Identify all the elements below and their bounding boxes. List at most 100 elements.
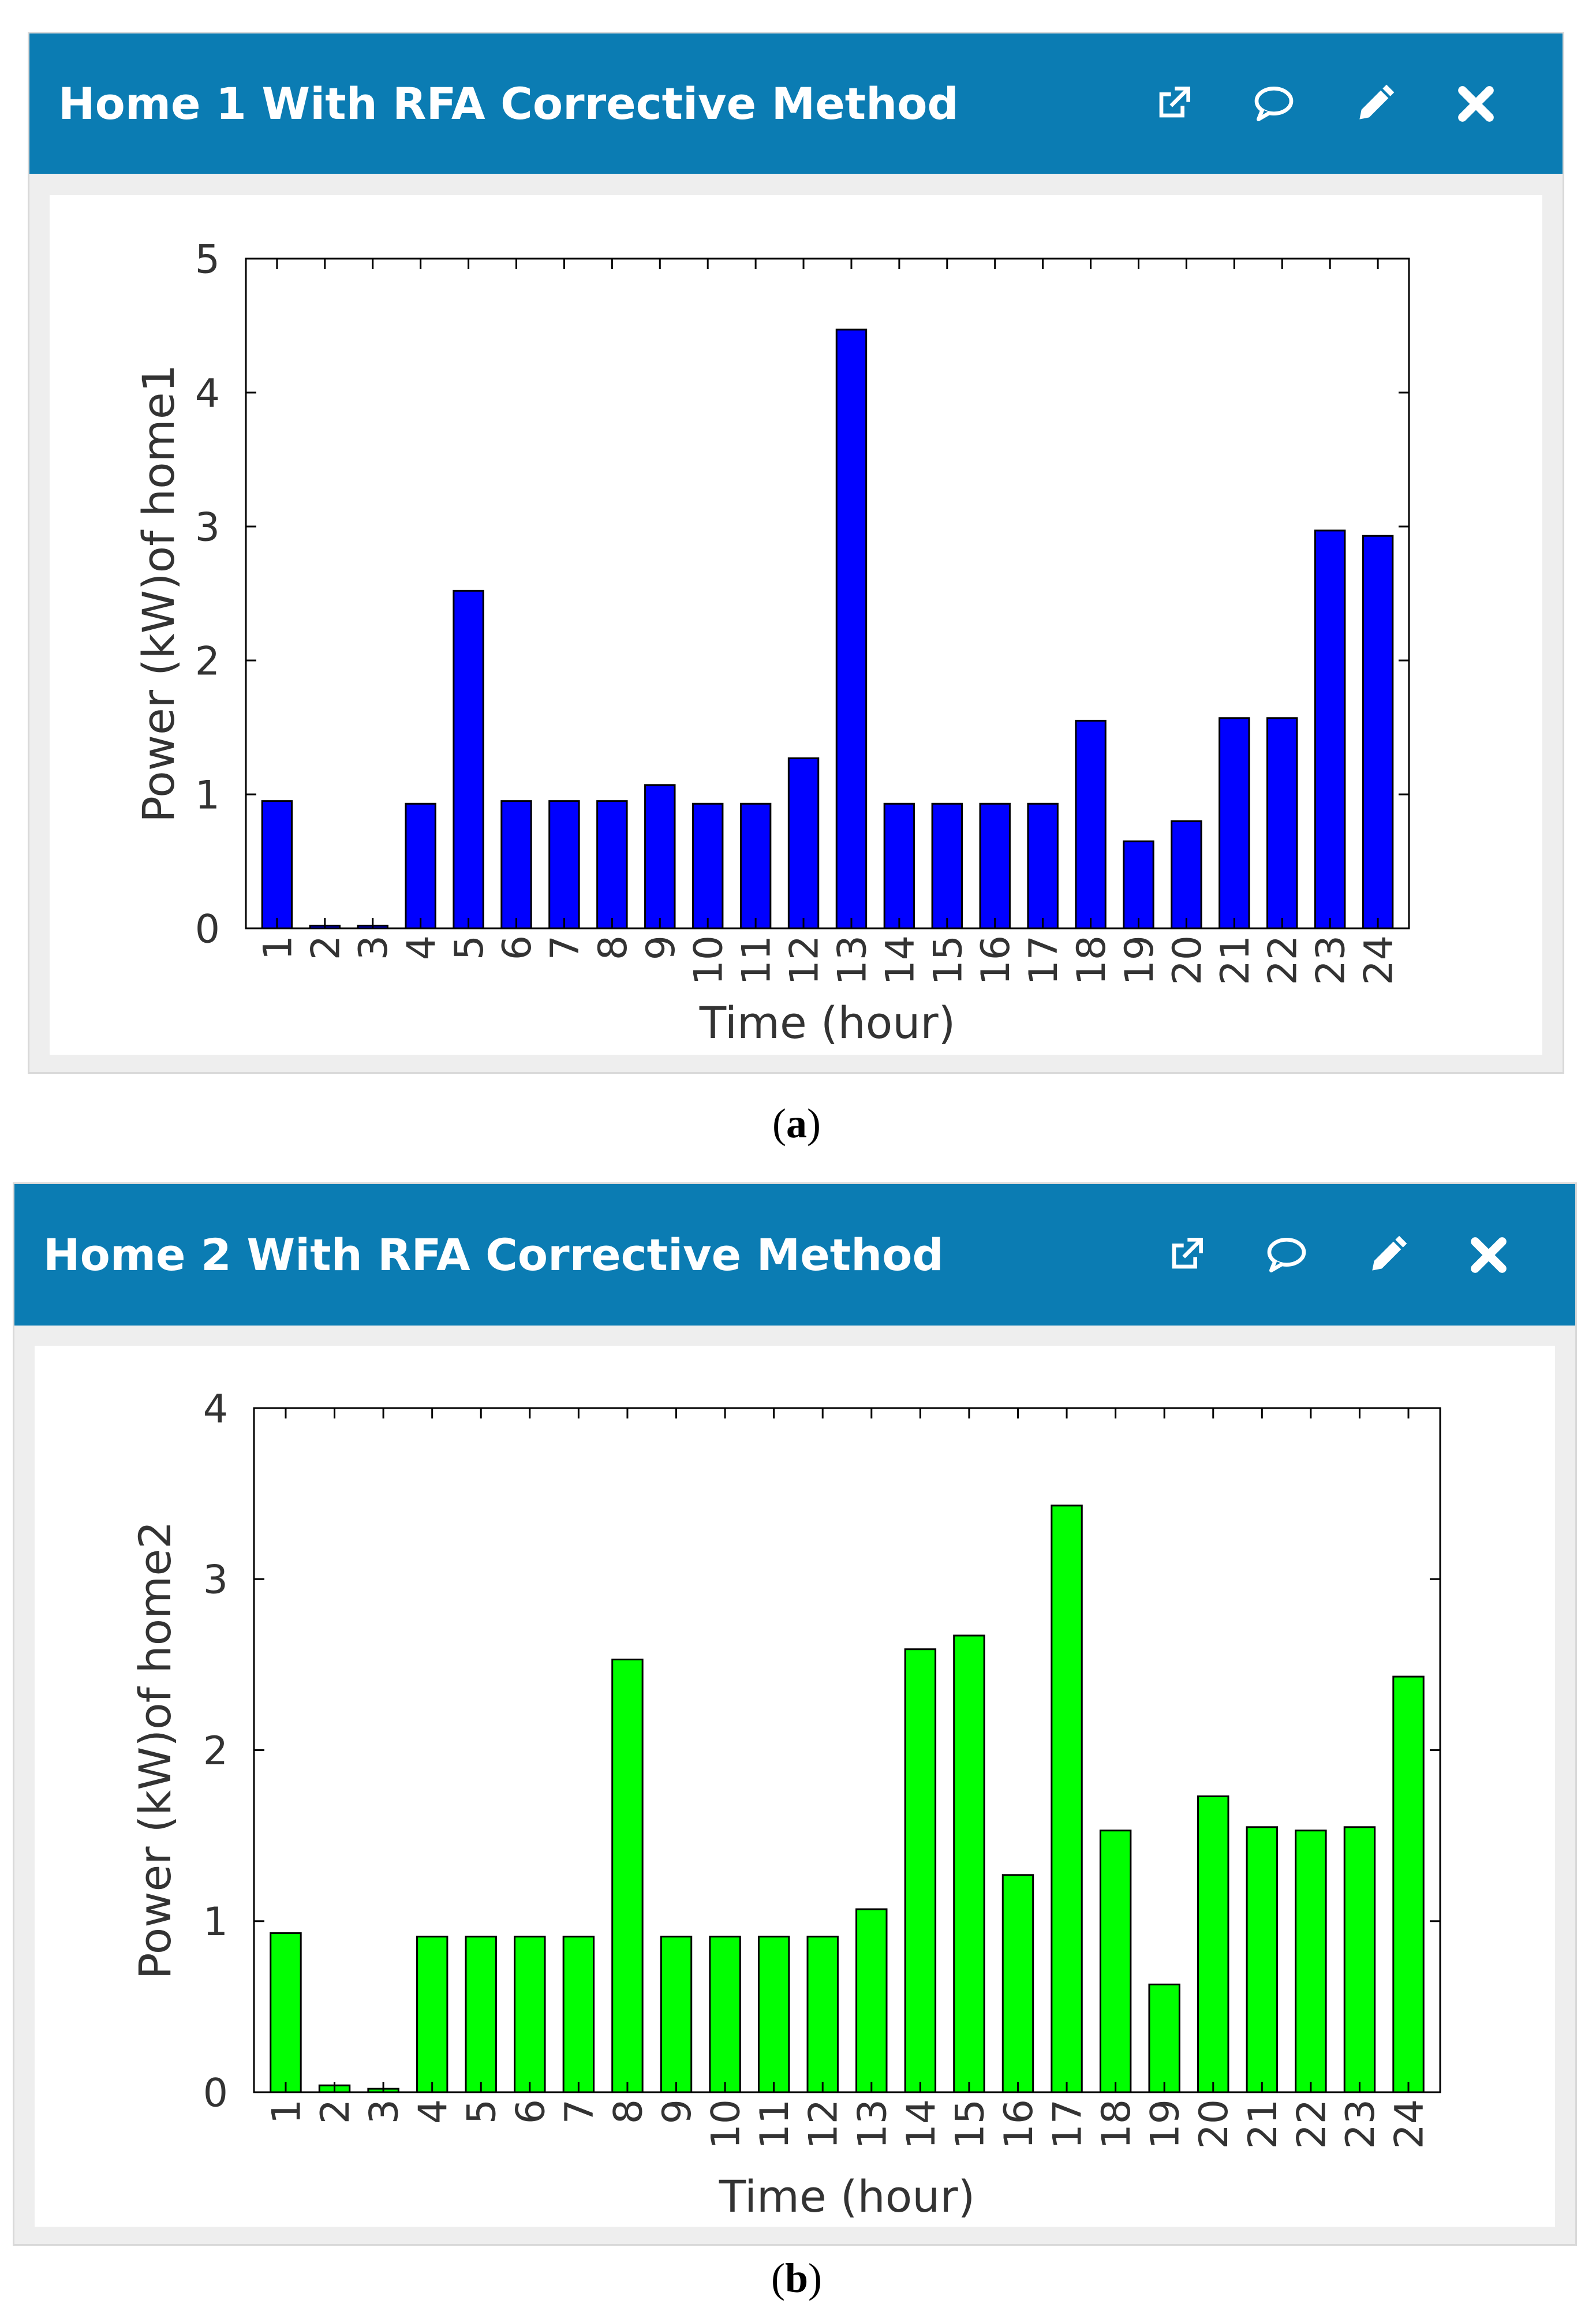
plot-area: 0 1 2 3 4 1 2 3 4 5 6 7 8 9 10 11 12 13 14 15 16 17 18 19 20 21 22… — [35, 1346, 1555, 2227]
bar-hour-11 — [757, 1935, 790, 2093]
bar-hour-22 — [1266, 717, 1298, 929]
comment-icon[interactable] — [1251, 81, 1297, 127]
y-axis-title: Power (kW)of home2 — [129, 1521, 181, 1980]
x-tick-label: 13 — [850, 2099, 895, 2149]
bar-hour-7 — [562, 1935, 595, 2093]
bar-hour-16 — [1001, 1874, 1034, 2093]
bar-hour-5 — [453, 589, 484, 929]
bar-hour-10 — [709, 1935, 741, 2093]
x-tick-label: 23 — [1309, 935, 1354, 985]
y-tick-label: 5 — [195, 237, 220, 282]
bar-hour-23 — [1314, 529, 1346, 929]
bar-hour-7 — [548, 800, 580, 929]
pencil-icon[interactable] — [1352, 81, 1398, 127]
bar-hour-21 — [1219, 717, 1250, 929]
plot-area: 0 1 2 3 4 5 1 2 3 4 5 6 7 8 9 10 11 12 13 14 15 16 17 18 19 20 21 2… — [50, 195, 1542, 1055]
bar-hour-13 — [835, 328, 868, 929]
bar-hour-6 — [500, 800, 532, 929]
bar-hour-13 — [855, 1908, 888, 2093]
x-tick-label: 8 — [605, 2099, 651, 2124]
y-tick-label: 1 — [195, 772, 220, 818]
bar-hour-18 — [1075, 719, 1107, 929]
x-tick-label: 4 — [399, 935, 444, 960]
external-link-icon[interactable] — [1163, 1232, 1209, 1278]
panel-toolbar — [1150, 33, 1499, 174]
close-icon[interactable] — [1466, 1232, 1512, 1278]
bar-hour-9 — [644, 784, 676, 929]
bar-hour-15 — [931, 802, 963, 929]
bar-hour-24 — [1362, 535, 1394, 929]
bar-hour-17 — [1027, 802, 1059, 929]
x-tick-label: 11 — [752, 2099, 798, 2149]
y-tick-label: 0 — [195, 906, 220, 952]
bar-hour-21 — [1246, 1826, 1279, 2093]
y-tick-label: 1 — [203, 1899, 228, 1945]
panel-title: Home 2 With RFA Corrective Method — [43, 1229, 944, 1280]
close-icon[interactable] — [1453, 81, 1499, 127]
x-tick-label: 9 — [655, 2099, 700, 2124]
bar-hour-4 — [405, 802, 436, 929]
x-axis-title: Time (hour) — [699, 997, 956, 1048]
x-tick-label: 12 — [801, 2099, 847, 2149]
panel-title: Home 1 With RFA Corrective Method — [58, 78, 959, 129]
bar-hour-14 — [883, 802, 915, 929]
x-tick-label: 13 — [829, 935, 875, 985]
panel-header: Home 2 With RFA Corrective Method — [14, 1184, 1575, 1326]
x-tick-label: 24 — [1387, 2099, 1433, 2149]
bar-hour-17 — [1051, 1504, 1083, 2093]
x-tick-label: 18 — [1094, 2099, 1139, 2149]
x-tick-label: 22 — [1261, 935, 1306, 985]
x-tick-label: 21 — [1213, 935, 1258, 985]
bar-hour-6 — [514, 1935, 546, 2093]
caption-letter: a — [786, 1100, 807, 1147]
x-tick-label: 14 — [877, 935, 923, 985]
x-tick-label: 15 — [925, 935, 971, 985]
external-link-icon[interactable] — [1150, 81, 1196, 127]
x-tick-label: 17 — [1045, 2099, 1091, 2149]
x-tick-label: 24 — [1356, 935, 1402, 985]
x-axis-title: Time (hour) — [719, 2171, 975, 2222]
x-tick-label: 10 — [686, 935, 732, 985]
x-tick-label: 7 — [557, 2099, 603, 2124]
x-tick-label: 4 — [410, 2099, 456, 2124]
x-tick-label: 18 — [1069, 935, 1115, 985]
x-tick-label: 16 — [996, 2099, 1042, 2149]
x-tick-label: 10 — [704, 2099, 749, 2149]
x-tick-label: 15 — [947, 2099, 993, 2149]
x-tick-label: 8 — [590, 935, 636, 960]
x-tick-label: 16 — [973, 935, 1019, 985]
y-tick-label: 0 — [203, 2070, 228, 2116]
x-tick-label: 3 — [351, 935, 397, 960]
bar-hour-14 — [904, 1648, 937, 2093]
caption-letter: b — [784, 2255, 809, 2301]
y-tick-label: 2 — [203, 1728, 228, 1774]
y-tick-label: 3 — [195, 505, 220, 550]
plot-frame — [245, 257, 1410, 929]
x-tick-label: 20 — [1165, 935, 1210, 985]
comment-icon[interactable] — [1264, 1232, 1310, 1278]
x-tick-label: 9 — [638, 935, 684, 960]
x-tick-label: 6 — [495, 935, 540, 960]
x-tick-label: 2 — [303, 935, 349, 960]
x-tick-label: 2 — [313, 2099, 358, 2124]
x-tick-label: 21 — [1240, 2099, 1286, 2149]
y-axis-title: Power (kW)of home1 — [133, 364, 184, 823]
bar-hour-1 — [261, 800, 293, 929]
x-tick-label: 1 — [264, 2099, 309, 2124]
bar-hour-20 — [1171, 820, 1202, 929]
panel-toolbar — [1163, 1184, 1512, 1326]
x-tick-label: 14 — [899, 2099, 944, 2149]
x-tick-label: 20 — [1191, 2099, 1237, 2149]
x-tick-label: 5 — [459, 2099, 505, 2124]
bar-hour-23 — [1343, 1826, 1376, 2093]
x-tick-label: 3 — [362, 2099, 408, 2124]
x-tick-label: 12 — [782, 935, 828, 985]
y-tick-label: 4 — [203, 1386, 228, 1432]
x-tick-label: 19 — [1143, 2099, 1188, 2149]
pencil-icon[interactable] — [1365, 1232, 1411, 1278]
x-tick-label: 1 — [255, 935, 301, 960]
bar-hour-11 — [739, 802, 772, 929]
